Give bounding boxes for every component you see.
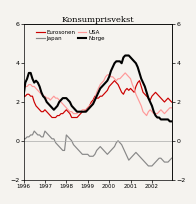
Eurosonen: [170, 101, 173, 103]
Eurosonen: [145, 95, 148, 97]
Eurosonen: [24, 95, 26, 97]
USA: [144, 112, 146, 115]
Japan: [170, 157, 173, 160]
Norge: [22, 95, 25, 97]
Norge: [144, 85, 146, 88]
Line: Eurosonen: Eurosonen: [24, 81, 172, 118]
Japan: [147, 165, 150, 167]
Eurosonen: [113, 79, 116, 82]
Japan: [144, 161, 146, 163]
Line: Norge: Norge: [24, 55, 172, 121]
Line: USA: USA: [24, 73, 172, 115]
Japan: [90, 155, 93, 157]
USA: [170, 106, 173, 109]
Japan: [97, 147, 100, 150]
Japan: [31, 134, 34, 136]
Line: Japan: Japan: [24, 131, 172, 166]
Japan: [33, 130, 35, 132]
Japan: [137, 153, 139, 155]
Eurosonen: [22, 95, 25, 97]
USA: [124, 72, 126, 74]
Norge: [169, 120, 171, 123]
Norge: [95, 95, 98, 97]
Norge: [24, 81, 26, 84]
Eurosonen: [138, 79, 141, 82]
USA: [88, 105, 91, 107]
Title: Konsumprisvekst: Konsumprisvekst: [62, 16, 134, 24]
Eurosonen: [97, 97, 100, 99]
Norge: [88, 106, 91, 109]
Eurosonen: [90, 101, 93, 103]
Norge: [31, 78, 34, 80]
Eurosonen: [51, 116, 53, 119]
USA: [31, 85, 34, 88]
USA: [24, 85, 26, 88]
USA: [22, 87, 25, 90]
USA: [145, 114, 148, 117]
Legend: Eurosonen, Japan, USA, Norge: Eurosonen, Japan, USA, Norge: [35, 29, 106, 42]
Japan: [22, 137, 25, 140]
Norge: [170, 120, 173, 123]
Norge: [137, 66, 139, 68]
Japan: [24, 137, 26, 140]
USA: [95, 91, 98, 93]
USA: [137, 97, 139, 99]
Eurosonen: [31, 95, 34, 97]
Norge: [124, 54, 126, 57]
